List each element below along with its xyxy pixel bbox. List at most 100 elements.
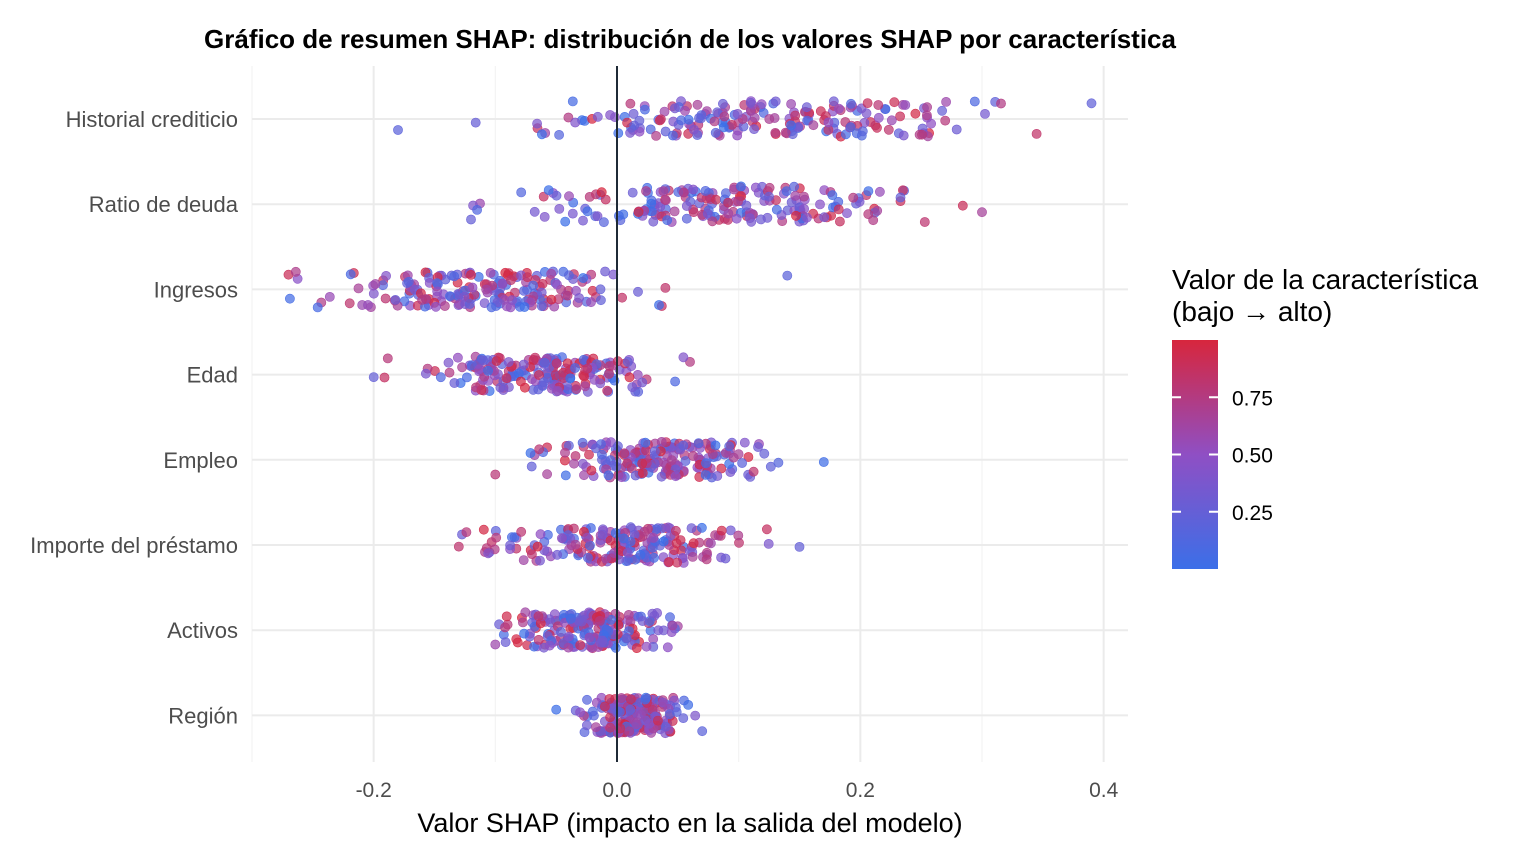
shap-point <box>576 616 587 627</box>
shap-point <box>577 437 588 448</box>
shap-point <box>655 201 666 212</box>
shap-point <box>501 373 512 383</box>
shap-point <box>637 616 648 626</box>
shap-point <box>910 108 921 119</box>
shap-point <box>578 215 588 226</box>
shap-point <box>530 352 540 363</box>
shap-point <box>733 196 743 207</box>
shap-point <box>641 641 652 652</box>
shap-point <box>786 120 796 131</box>
shap-point <box>381 270 391 281</box>
shap-point <box>712 107 723 118</box>
y-tick-label: Ingresos <box>154 277 238 302</box>
shap-point <box>631 643 642 653</box>
shap-point <box>491 532 502 543</box>
shap-point <box>658 186 669 196</box>
shap-point <box>790 110 801 121</box>
x-tick-label: -0.2 <box>356 779 392 802</box>
shap-point <box>745 213 755 223</box>
shap-point <box>382 353 393 364</box>
shap-point <box>560 470 571 481</box>
shap-point <box>671 538 682 549</box>
shap-point <box>605 722 616 733</box>
shap-point <box>848 192 859 203</box>
shap-point <box>485 267 496 278</box>
shap-point <box>478 524 489 535</box>
shap-point <box>680 105 690 116</box>
shap-point <box>625 127 635 138</box>
shap-point <box>697 522 707 533</box>
shap-point <box>526 461 537 472</box>
shap-point <box>622 458 633 469</box>
shap-point <box>941 97 951 107</box>
shap-point <box>551 704 562 715</box>
shap-point <box>563 642 574 653</box>
shap-point <box>688 184 699 195</box>
shap-point <box>552 279 562 290</box>
shap-point <box>647 608 658 619</box>
shap-point <box>519 285 529 296</box>
shap-point <box>676 115 687 126</box>
shap-point <box>560 447 570 458</box>
shap-point <box>681 213 692 224</box>
shap-point <box>542 469 552 480</box>
shap-point <box>648 532 659 543</box>
shap-point <box>618 209 629 220</box>
shap-point <box>467 282 478 293</box>
shap-point <box>610 112 620 122</box>
shap-point <box>898 130 909 141</box>
shap-point <box>631 719 642 730</box>
shap-point <box>518 617 528 628</box>
shap-point <box>635 550 646 560</box>
y-axis-tick-labels: Historial crediticio Ratio de deuda Ingres… <box>30 107 239 728</box>
shap-point <box>711 194 721 205</box>
shap-point <box>481 284 492 295</box>
shap-point <box>439 301 450 311</box>
shap-point <box>312 302 323 313</box>
chart-title: Gráfico de resumen SHAP: distribución de… <box>204 24 1176 54</box>
shap-point <box>600 266 610 277</box>
shap-point <box>536 301 547 311</box>
shap-point <box>1086 98 1097 109</box>
shap-point <box>617 292 627 303</box>
shap-point <box>656 471 667 482</box>
shap-point <box>599 217 609 228</box>
shap-point <box>679 187 689 198</box>
shap-point <box>537 129 547 140</box>
shap-point <box>511 634 522 644</box>
shap-point <box>597 449 607 460</box>
shap-point <box>519 628 529 639</box>
shap-point <box>597 635 608 646</box>
shap-point <box>553 385 563 396</box>
shap-point <box>773 457 784 468</box>
shap-point <box>641 186 651 196</box>
shap-point <box>417 294 427 305</box>
shap-point <box>532 541 543 552</box>
legend-title-line-2: (bajo → alto) <box>1172 296 1332 327</box>
shap-point <box>621 633 632 644</box>
shap-point <box>393 125 403 135</box>
shap-point <box>601 553 611 564</box>
shap-point <box>506 532 517 543</box>
shap-point <box>529 206 540 217</box>
shap-point <box>815 106 826 117</box>
shap-point <box>743 452 754 462</box>
legend-ticks: 0.25 0.50 0.75 <box>1172 387 1273 525</box>
shap-point <box>707 216 718 227</box>
shap-point <box>658 536 669 547</box>
shap-point <box>701 458 711 469</box>
shap-point <box>697 726 708 737</box>
x-axis-label: Valor SHAP (impacto en la salida del mod… <box>417 808 962 838</box>
shap-point <box>464 299 475 309</box>
shap-point <box>603 470 614 481</box>
shap-point <box>345 269 356 280</box>
shap-point <box>835 216 845 227</box>
shap-point <box>564 270 574 281</box>
shap-point <box>678 713 689 723</box>
shap-point <box>873 112 884 123</box>
shap-point <box>560 216 571 227</box>
shap-point <box>741 200 752 211</box>
shap-point <box>736 181 746 192</box>
shap-point <box>624 372 635 383</box>
shap-point <box>653 715 663 726</box>
